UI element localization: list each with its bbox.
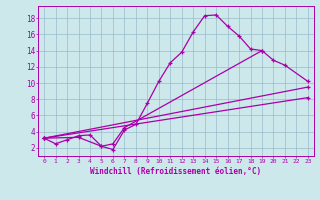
X-axis label: Windchill (Refroidissement éolien,°C): Windchill (Refroidissement éolien,°C) xyxy=(91,167,261,176)
